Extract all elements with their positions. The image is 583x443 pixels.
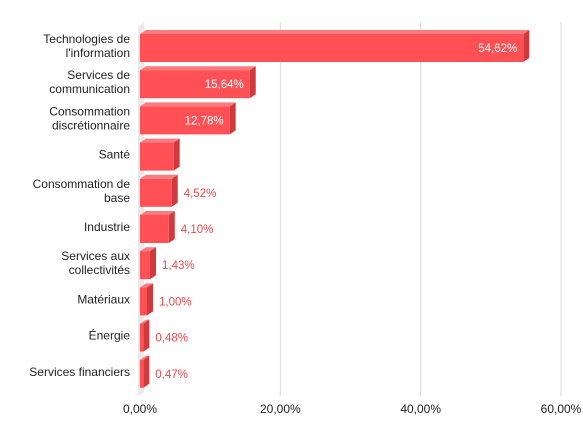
bar-front-face <box>140 359 144 388</box>
data-label: 15,64% <box>205 79 244 91</box>
bar <box>140 319 150 352</box>
bar-side-face <box>150 247 157 280</box>
data-label: 4,52% <box>184 188 217 200</box>
bar <box>140 247 157 280</box>
bar-side-face <box>229 102 236 135</box>
category-label: Consommation de <box>33 177 131 191</box>
data-label: 1,43% <box>162 260 195 272</box>
bar <box>140 211 175 243</box>
bar <box>140 355 150 388</box>
category-label: discrétionnaire <box>52 118 130 132</box>
bar-top-face <box>140 355 150 360</box>
bar-side-face <box>171 174 178 207</box>
data-label: 0,47% <box>155 369 188 381</box>
gridlines <box>279 22 562 396</box>
x-tick-label: 20,00% <box>260 402 301 416</box>
bar-side-face <box>523 30 530 62</box>
bar-top-face <box>140 247 157 252</box>
category-label: l'information <box>66 46 130 60</box>
data-label: 0,48% <box>155 333 188 345</box>
x-tick-label: 60,00% <box>541 402 582 416</box>
category-label: Technologies de <box>43 32 130 46</box>
category-label: Services aux <box>61 249 130 263</box>
bar-side-face <box>173 138 180 171</box>
bar-top-face <box>140 319 150 324</box>
bar-top-face <box>140 211 175 215</box>
bar-top-face <box>140 174 178 179</box>
category-label: Santé <box>99 148 131 162</box>
bar <box>140 138 180 171</box>
bar-front-face <box>140 70 250 99</box>
bar-top-face <box>140 283 154 288</box>
bar-top-face <box>140 30 530 34</box>
category-label: base <box>104 191 130 205</box>
category-label: collectivités <box>69 263 130 277</box>
bar-side-face <box>143 319 150 352</box>
data-labels: 54,62% 15,64% 12,78% 4,52% 4,10% 1,43% 1,00% 0,… <box>155 43 517 381</box>
x-tick-label: 0,00% <box>123 402 157 416</box>
bar-top-face <box>140 102 236 107</box>
bar-front-face <box>140 287 148 316</box>
bar-side-face <box>249 66 256 99</box>
category-label: Services financiers <box>29 365 130 379</box>
bar-side-face <box>168 211 175 243</box>
bar <box>140 102 236 135</box>
bar-top-face <box>140 138 180 143</box>
category-label: Matériaux <box>77 292 130 306</box>
category-label: communication <box>49 82 130 96</box>
bar-front-face <box>140 142 174 171</box>
category-label: Industrie <box>84 220 130 234</box>
data-label: 4,10% <box>181 224 214 236</box>
bar-front-face <box>140 215 169 243</box>
category-label: Services de <box>67 68 130 82</box>
bar-side-face <box>143 355 150 388</box>
bar <box>140 174 178 207</box>
bar-front-face <box>140 178 172 207</box>
bar-front-face <box>140 323 144 352</box>
bar <box>140 30 530 62</box>
bar-top-face <box>140 66 256 71</box>
data-label: 1,00% <box>159 296 192 308</box>
category-label: Consommation <box>49 104 130 118</box>
bar <box>140 283 154 316</box>
bars <box>140 30 530 388</box>
bar <box>140 66 256 99</box>
data-label: 54,62% <box>478 43 517 55</box>
bar-front-face <box>140 106 230 135</box>
x-axis-ticks: 0,00% 20,00% 40,00% 60,00% <box>123 402 582 416</box>
bar-side-face <box>147 283 154 316</box>
data-label: 12,78% <box>185 115 224 127</box>
x-tick-label: 40,00% <box>400 402 441 416</box>
bar-front-face <box>140 34 524 62</box>
category-label: Énergie <box>89 328 131 343</box>
bar-front-face <box>140 251 151 280</box>
